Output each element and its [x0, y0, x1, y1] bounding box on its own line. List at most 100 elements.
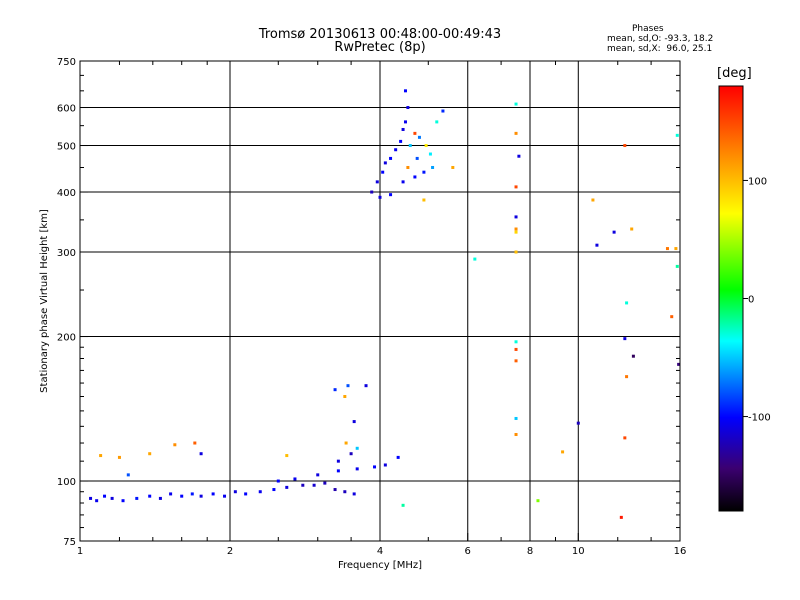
x-tick-label: 4 — [377, 546, 383, 557]
data-point — [406, 165, 410, 169]
y-tick-label: 500 — [57, 142, 76, 153]
data-point — [121, 499, 125, 503]
data-point — [389, 156, 393, 160]
chart-subtitle: RwPretec (8p) — [334, 40, 426, 55]
data-point — [110, 496, 114, 500]
data-point — [514, 215, 518, 219]
data-point — [199, 494, 203, 498]
y-tick-label: 200 — [57, 333, 76, 344]
data-point — [677, 362, 681, 366]
data-point — [428, 152, 432, 156]
colorbar-label: [deg] — [717, 66, 752, 81]
data-point — [312, 483, 316, 487]
data-point — [389, 193, 393, 197]
data-point — [591, 198, 595, 202]
x-tick-label: 16 — [674, 546, 687, 557]
data-point — [619, 515, 623, 519]
data-point — [401, 127, 405, 131]
data-point — [514, 433, 518, 437]
data-point — [514, 131, 518, 135]
data-point — [623, 337, 627, 341]
x-tick-label: 10 — [572, 546, 585, 557]
data-point — [199, 452, 203, 456]
x-tick-label: 1 — [77, 546, 83, 557]
data-point — [244, 492, 248, 496]
data-point — [383, 161, 387, 165]
y-tick-label: 400 — [57, 188, 76, 199]
data-point — [514, 250, 518, 254]
data-point — [406, 106, 410, 110]
data-point — [403, 120, 407, 124]
data-point — [631, 354, 635, 358]
colorbar — [718, 85, 744, 512]
data-point — [665, 247, 669, 251]
data-point — [180, 494, 184, 498]
data-point — [401, 503, 405, 507]
data-point — [89, 496, 93, 500]
data-point — [401, 180, 405, 184]
data-points — [89, 89, 681, 519]
data-point — [336, 459, 340, 463]
data-point — [561, 450, 565, 454]
data-point — [169, 492, 173, 496]
y-tick-label: 600 — [57, 104, 76, 115]
data-point — [403, 89, 407, 93]
data-point — [514, 185, 518, 189]
data-point — [674, 247, 678, 251]
data-point — [343, 490, 347, 494]
data-point — [399, 139, 403, 143]
data-point — [349, 452, 353, 456]
data-point — [323, 481, 327, 485]
data-point — [417, 135, 421, 139]
data-point — [293, 477, 297, 481]
data-point — [126, 473, 130, 477]
data-point — [441, 109, 445, 113]
y-tick-label: 100 — [57, 477, 76, 488]
data-point — [333, 388, 337, 392]
phases-stats-title: Phases — [632, 24, 664, 34]
colorbar-tick-label: 100 — [748, 176, 767, 187]
data-point — [272, 488, 276, 492]
data-point — [301, 483, 305, 487]
data-point — [355, 467, 359, 471]
x-axis-label: Frequency [MHz] — [338, 560, 422, 571]
chart-title: Tromsø 20130613 00:48:00-00:49:43 — [258, 27, 502, 42]
data-point — [415, 156, 419, 160]
data-point — [373, 465, 377, 469]
data-point — [514, 359, 518, 363]
data-point — [514, 230, 518, 234]
data-point — [336, 469, 340, 473]
data-point — [625, 301, 629, 305]
data-point — [352, 492, 356, 496]
data-point — [333, 488, 337, 492]
y-tick-label: 75 — [63, 537, 76, 548]
data-point — [630, 227, 634, 231]
data-point — [473, 257, 477, 261]
data-point — [670, 315, 674, 319]
data-point — [625, 375, 629, 379]
data-point — [135, 496, 139, 500]
data-point — [394, 148, 398, 152]
data-point — [422, 170, 426, 174]
data-point — [285, 485, 289, 489]
data-point — [258, 490, 262, 494]
data-point — [413, 131, 417, 135]
data-point — [285, 454, 289, 458]
data-point — [346, 384, 350, 388]
colorbar-tick-label: 0 — [748, 295, 754, 306]
colorbar-tick-label: -100 — [748, 413, 771, 424]
data-point — [514, 102, 518, 106]
data-point — [158, 496, 162, 500]
data-point — [355, 446, 359, 450]
data-point — [623, 436, 627, 440]
data-point — [364, 384, 368, 388]
data-point — [103, 494, 107, 498]
data-point — [514, 416, 518, 420]
grid-lines — [80, 61, 680, 541]
data-point — [451, 165, 455, 169]
data-point — [396, 455, 400, 459]
data-point — [383, 463, 387, 467]
data-point — [514, 347, 518, 351]
data-point — [422, 198, 426, 202]
data-point — [675, 264, 679, 268]
